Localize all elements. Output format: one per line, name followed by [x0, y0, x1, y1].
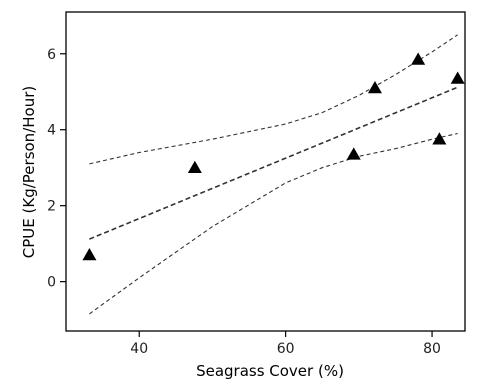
x-axis-ticks: 40 60 80	[130, 331, 441, 357]
x-tick-label: 60	[277, 341, 295, 357]
x-tick-label: 40	[130, 341, 148, 357]
data-point-triangle	[82, 248, 97, 261]
regression-line	[89, 86, 459, 240]
y-axis-ticks: 0 2 4 6	[47, 47, 66, 291]
x-tick-label: 80	[423, 341, 441, 357]
y-tick-label: 6	[47, 47, 56, 63]
fit-line	[89, 86, 459, 240]
y-axis-title: CPUE (Kg/Person/Hour)	[20, 86, 38, 258]
y-tick-label: 2	[47, 199, 56, 215]
x-axis-title: Seagrass Cover (%)	[196, 362, 344, 380]
y-tick-label: 0	[47, 275, 56, 291]
data-point-triangle	[187, 160, 202, 173]
data-point-triangle	[432, 132, 447, 145]
data-point-triangle	[367, 80, 382, 94]
plot-frame	[65, 11, 466, 332]
data-points	[82, 52, 465, 261]
data-point-triangle	[450, 71, 465, 84]
y-tick-label: 4	[47, 123, 56, 139]
plot-border	[65, 11, 466, 332]
upper-confidence-line	[89, 34, 459, 165]
lower-confidence-line	[89, 132, 458, 315]
data-point-triangle	[411, 52, 426, 65]
confidence-band	[89, 34, 459, 315]
data-point-triangle	[346, 147, 361, 160]
